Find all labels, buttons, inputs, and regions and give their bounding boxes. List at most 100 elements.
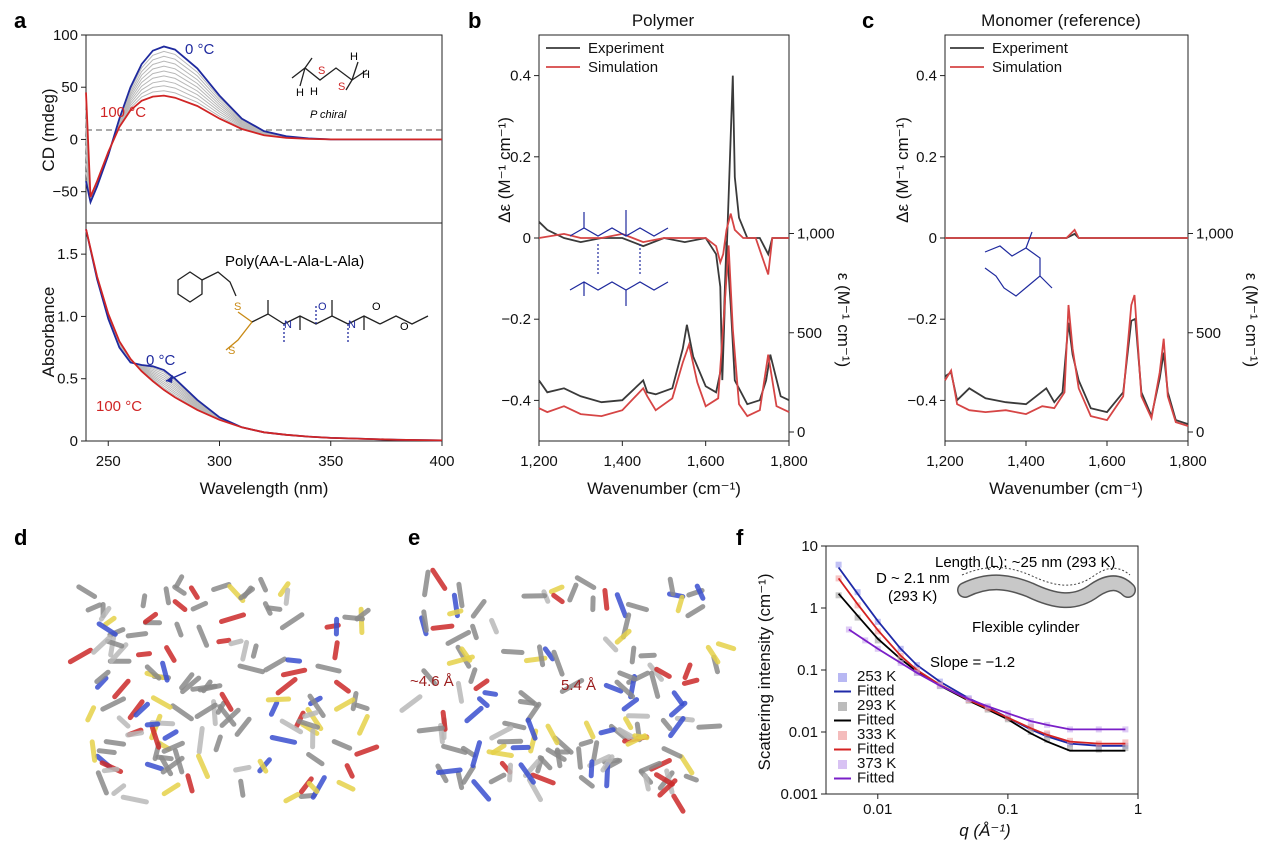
ir-line-0	[538, 241, 790, 406]
abs-xtick-label: 250	[96, 453, 121, 470]
panel-e-bond	[682, 662, 693, 681]
f-legend-label: 293 K	[857, 697, 896, 714]
xtick-label: 1,800	[770, 453, 808, 470]
f-legend-label: 373 K	[857, 755, 896, 772]
disulfide-h4: H	[362, 69, 370, 81]
panel-d-bond	[67, 647, 93, 665]
panel-d-bond	[238, 778, 246, 798]
panel-d-bond	[112, 678, 131, 700]
panel-d-bond	[120, 794, 149, 805]
panel-e-bond	[482, 690, 499, 697]
panel-f-diam-label-2: (293 K)	[888, 588, 937, 605]
panel-d-bond	[219, 691, 234, 712]
f-legend-marker	[838, 760, 847, 769]
scatter-point-0	[835, 561, 842, 568]
panel-d-bond	[144, 664, 162, 681]
panel-e-bond	[685, 604, 706, 619]
panel-e-bond	[649, 670, 661, 699]
panel-d-bond	[344, 763, 355, 779]
scatter-point-2	[1067, 745, 1073, 752]
panel-label-c: c	[862, 8, 874, 33]
panel-e-bond	[583, 720, 596, 740]
xtick-label: 1,200	[926, 453, 964, 470]
left-ytick-label: 0.2	[510, 149, 531, 166]
abs-ytick-label: 0	[70, 433, 78, 450]
panel-d-bond	[250, 643, 259, 659]
panel-d-bond	[315, 663, 342, 674]
panel-d-bond	[238, 586, 255, 601]
panel-d-bond	[136, 651, 152, 658]
panel-e-bond	[696, 723, 723, 730]
disulfide-s2: S	[338, 81, 345, 93]
panel-d-bond	[354, 744, 380, 757]
panel-d-bond	[279, 612, 305, 631]
panel-e-bond	[430, 623, 455, 631]
panel-d-bond	[185, 773, 195, 794]
cd-series-line-0	[85, 45, 442, 206]
panel-b-title: Polymer	[632, 11, 695, 30]
xtick-label: 1,600	[1088, 453, 1126, 470]
panel-d-bond	[234, 716, 252, 737]
panel-e-bond	[447, 608, 464, 617]
right-ytick-label: 1,000	[1196, 226, 1234, 243]
panel-e-bond	[459, 646, 473, 663]
panel-e-bond	[591, 740, 600, 762]
scatter-point-2	[1095, 746, 1102, 753]
panel-e-bond	[675, 594, 685, 614]
polymer-o1: O	[318, 301, 327, 313]
panel-d-bond	[228, 638, 244, 647]
left-ytick-label: 0	[523, 230, 531, 247]
panel-d-bond	[170, 703, 194, 722]
polymer-o3: O	[400, 321, 409, 333]
panel-e-bond	[654, 666, 672, 679]
left-ytick-label: −0.2	[501, 311, 531, 328]
panel-d-bond	[268, 700, 280, 717]
panel-d-bond	[100, 696, 126, 712]
f-legend-label: 333 K	[857, 726, 896, 743]
panel-d-bond	[89, 739, 98, 763]
panel-e-bond	[567, 582, 579, 603]
panel-e-bond	[617, 727, 632, 740]
panel-e-bond	[629, 645, 637, 665]
panel-d-bond	[306, 752, 325, 767]
panel-f-cylinder-label: Flexible cylinder	[972, 619, 1080, 636]
f-xtick-label: 1	[1134, 801, 1142, 818]
panel-e-bond	[647, 662, 664, 682]
panel-d-bond	[180, 675, 202, 695]
f-legend-label: Fitted	[857, 770, 895, 787]
panel-a-cold-label-bottom: 0 °C	[146, 352, 176, 369]
cd-line-1	[538, 213, 789, 275]
cd-ytick-label: 100	[53, 27, 78, 44]
panel-e-molecular-render	[399, 567, 737, 814]
panel-a-frame	[85, 34, 443, 442]
panel-e-bond	[671, 690, 685, 707]
disulfide-structure	[291, 57, 368, 91]
fit-line-3	[837, 593, 1126, 752]
panel-c-legend-sim: Simulation	[992, 59, 1062, 76]
panel-e-bond	[421, 668, 437, 686]
panel-e-bond	[604, 762, 611, 789]
scatter-point-2	[874, 637, 881, 644]
panel-label-e: e	[408, 525, 420, 550]
f-ytick-label: 0.1	[797, 662, 818, 679]
panel-a-hot-label-top: 100 °C	[100, 104, 146, 121]
panel-d-bond	[133, 701, 150, 718]
panel-d-bond	[103, 615, 117, 627]
panel-d-bond	[95, 770, 109, 796]
panel-e-bond	[559, 678, 585, 694]
panel-b-xlabel: Wavenumber (cm⁻¹)	[587, 479, 741, 498]
panel-e-bond	[455, 680, 464, 704]
panel-e-bond	[517, 699, 536, 706]
left-ytick-label: −0.4	[501, 392, 531, 409]
panel-d-bond	[196, 624, 210, 648]
f-legend-marker	[838, 702, 847, 711]
panel-d-bond	[95, 675, 109, 690]
panel-d-bond	[149, 724, 162, 750]
panel-d-bond	[144, 721, 161, 728]
panel-e-bond	[470, 740, 482, 768]
right-ytick-label: 0	[1196, 424, 1204, 441]
panel-e-bond	[525, 717, 538, 741]
panel-f-diam-label-1: D ~ 2.1 nm	[876, 570, 950, 587]
panel-e-bond	[489, 617, 499, 635]
panel-f-ticks: 0.001 0.01 0.1 1 10 0.01 0.1 1	[780, 538, 1142, 818]
